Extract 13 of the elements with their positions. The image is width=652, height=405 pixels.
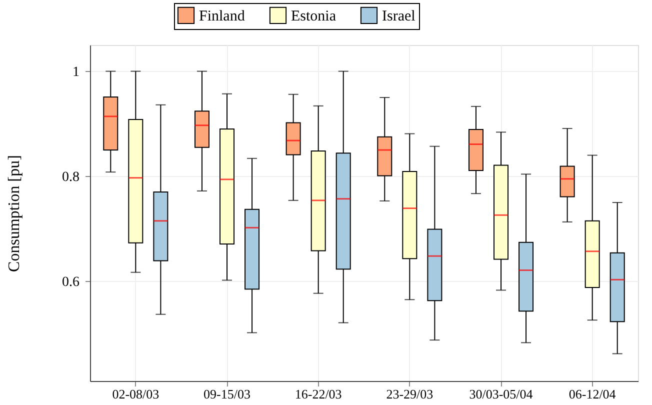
legend-label: Estonia — [291, 8, 336, 24]
legend-label: Finland — [199, 8, 246, 24]
y-tick-label: 0.8 — [62, 170, 80, 185]
legend-label: Israel — [382, 8, 416, 24]
y-tick-label: 0.6 — [62, 274, 80, 290]
x-tick-label: 23-29/03 — [386, 386, 434, 402]
x-tick-label: 09-15/03 — [204, 386, 250, 402]
y-axis-title: Consumption [pu] — [6, 155, 23, 272]
y-tick-label: 1 — [72, 64, 80, 80]
x-tick-label: 02-08/03 — [112, 386, 160, 402]
x-tick-label: 30/03-05/04 — [469, 386, 534, 402]
x-tick-label: 16-22/03 — [294, 386, 342, 402]
x-tick-label: 06-12/04 — [568, 386, 616, 402]
